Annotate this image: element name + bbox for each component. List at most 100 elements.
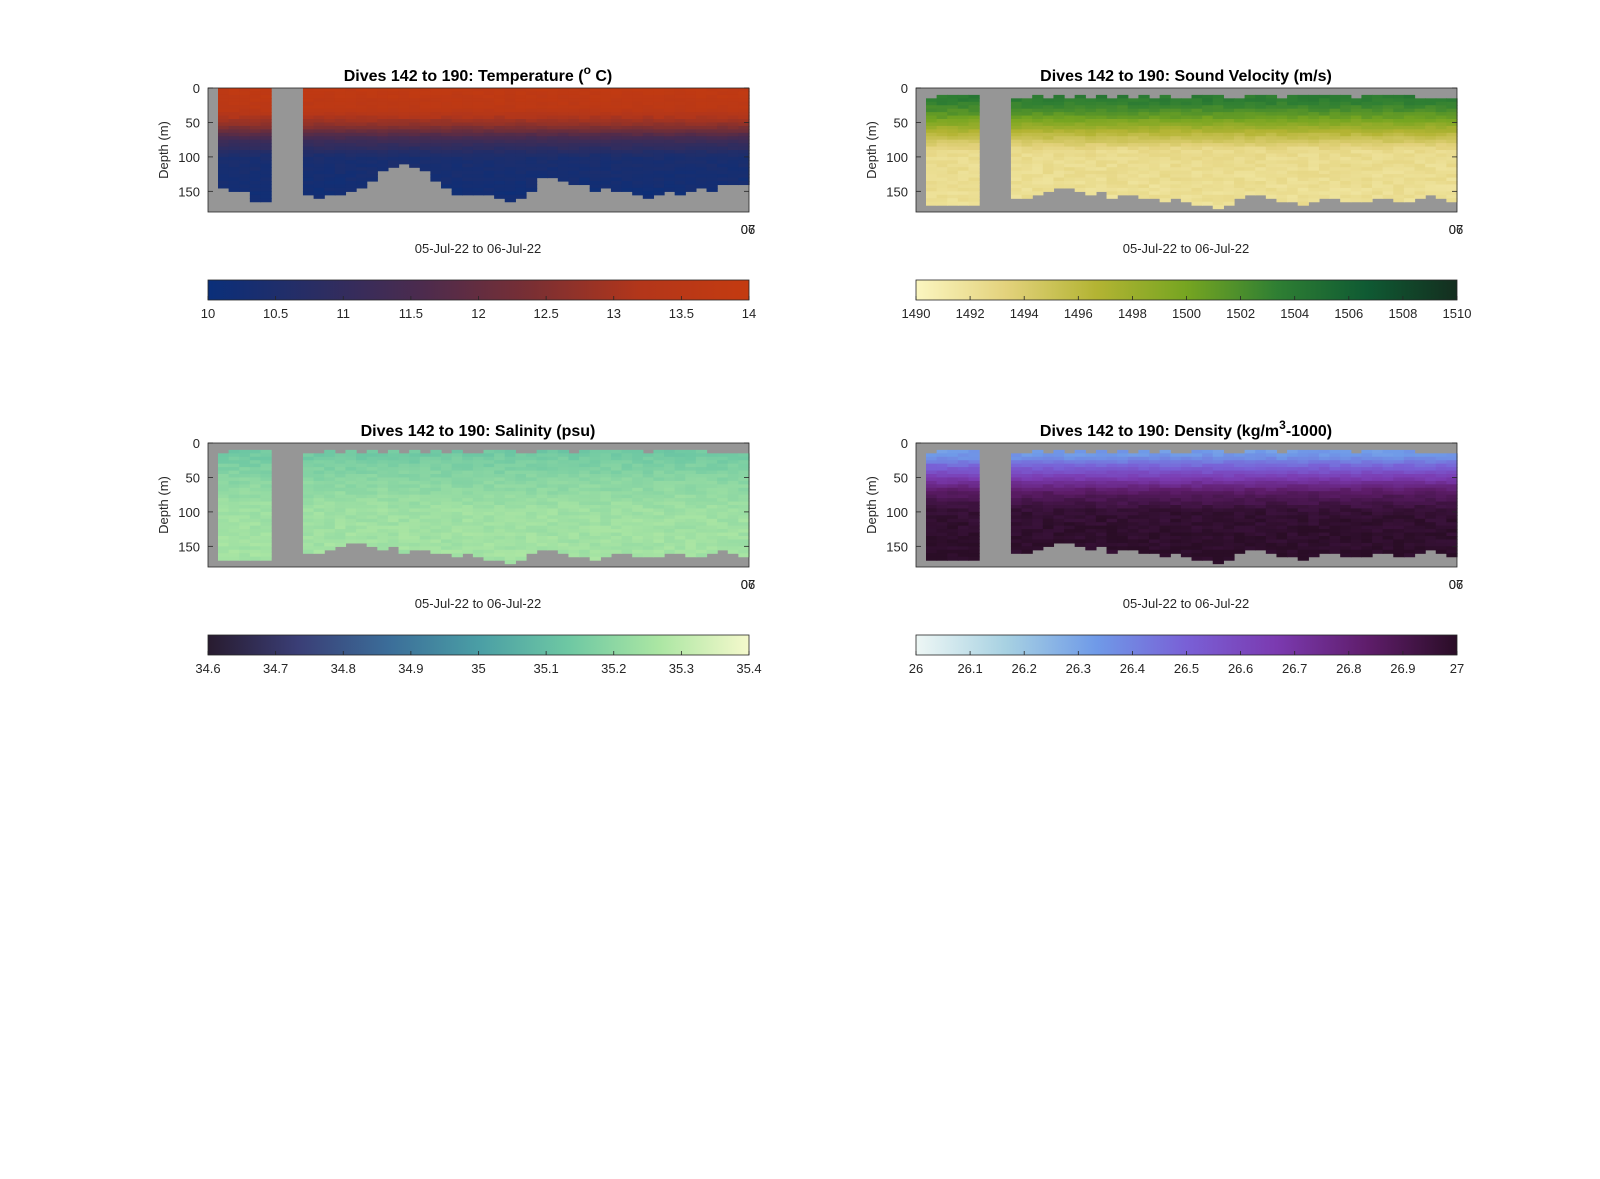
temperature-cell — [653, 129, 665, 134]
temperature-cell — [695, 153, 708, 158]
temperature-cell — [642, 136, 655, 141]
sound-velocity-cell — [1329, 167, 1341, 172]
salinity-cell — [738, 474, 750, 479]
temperature-cell — [441, 160, 453, 165]
temperature-cell — [313, 174, 325, 179]
density-cell — [1064, 501, 1076, 506]
temperature-cell — [483, 112, 495, 117]
sound-velocity-cell — [936, 132, 948, 137]
salinity-cell — [589, 525, 601, 530]
salinity-cell — [642, 470, 655, 475]
salinity-cell — [313, 463, 325, 468]
salinity-cell — [345, 505, 357, 510]
temperature-cell — [738, 146, 750, 151]
temperature-cell — [653, 136, 665, 141]
density-cell — [957, 480, 970, 485]
sound-velocity-profile — [1329, 94, 1341, 199]
salinity-cell — [451, 463, 463, 468]
density-cell — [968, 546, 980, 551]
temperature-cell — [557, 105, 570, 110]
salinity-cell — [430, 501, 442, 506]
sound-velocity-cell — [1276, 101, 1288, 106]
salinity-cell — [218, 460, 230, 465]
salinity-cell — [218, 491, 230, 496]
salinity-cell — [313, 511, 325, 516]
salinity-cell — [441, 525, 453, 530]
temperature-cell — [610, 156, 623, 161]
temperature-cell — [610, 115, 623, 120]
salinity-cell — [441, 546, 453, 551]
temperature-cell — [653, 170, 665, 175]
salinity-cell — [621, 532, 633, 537]
temperature-cell — [653, 108, 665, 113]
salinity-cell — [345, 532, 357, 537]
density-cell — [1085, 460, 1097, 465]
density-cell — [926, 529, 938, 534]
salinity-cell — [302, 529, 315, 534]
salinity-cell — [600, 511, 612, 516]
sound-velocity-cell — [1435, 184, 1447, 189]
sound-velocity-cell — [1202, 184, 1214, 189]
salinity-cell — [302, 460, 315, 465]
sound-velocity-profile — [1244, 94, 1256, 196]
density-cell — [1010, 529, 1023, 534]
salinity-cell — [462, 505, 474, 510]
salinity-cell — [494, 484, 506, 489]
temperature-cell — [536, 105, 548, 110]
temperature-cell — [260, 98, 272, 103]
salinity-cell — [695, 491, 708, 496]
salinity-cell — [632, 487, 644, 492]
temperature-cell — [664, 174, 676, 179]
temperature-cell — [334, 146, 347, 151]
sound-velocity-cell — [957, 156, 970, 161]
temperature-profile — [345, 88, 357, 192]
temperature-cell — [536, 160, 548, 165]
salinity-cell — [632, 525, 644, 530]
sound-velocity-cell — [1149, 146, 1161, 151]
sound-velocity-cell — [1350, 125, 1363, 130]
sound-velocity-cell — [1297, 101, 1309, 106]
sound-velocity-cell — [1414, 184, 1426, 189]
sound-velocity-cell — [1276, 125, 1288, 130]
density-cell — [926, 467, 938, 472]
temperature-cell — [409, 146, 421, 151]
salinity-cell — [377, 539, 389, 544]
salinity-cell — [451, 467, 463, 472]
salinity-cell — [547, 456, 559, 461]
salinity-cell — [451, 539, 463, 544]
density-cell — [1127, 505, 1139, 510]
temperature-cell — [674, 139, 686, 144]
salinity-cell — [313, 529, 325, 534]
temperature-cell — [589, 94, 601, 99]
temperature-profile — [494, 88, 506, 199]
sound-velocity-cell — [1287, 163, 1299, 168]
density-cell — [1106, 505, 1118, 510]
salinity-cell — [472, 511, 485, 516]
salinity-cell — [685, 542, 697, 547]
sound-velocity-cell — [1138, 143, 1150, 148]
sound-velocity-cell — [957, 105, 970, 110]
temperature-cell — [387, 122, 400, 127]
density-title: Dives 142 to 190: Density (kg/m3-1000) — [1040, 418, 1332, 440]
sound-velocity-cell — [1053, 153, 1065, 158]
density-cell — [1010, 474, 1023, 479]
temperature-cell — [557, 122, 570, 127]
temperature-cell — [653, 119, 665, 124]
density-cell — [968, 487, 980, 492]
sound-velocity-cell — [968, 150, 980, 155]
temperature-cell — [664, 187, 676, 192]
salinity-profile — [387, 449, 400, 547]
temperature-cell — [632, 143, 644, 148]
temperature-cell — [706, 108, 718, 113]
sound-velocity-cell — [1021, 132, 1033, 137]
temperature-cell — [472, 88, 485, 93]
density-cell — [1138, 546, 1150, 551]
sound-velocity-cell — [1191, 160, 1203, 165]
sound-velocity-cell — [1127, 115, 1139, 120]
density-cell — [1085, 498, 1097, 503]
sound-velocity-cell — [1095, 101, 1108, 106]
sound-velocity-panel: Dives 142 to 190: Sound Velocity (m/s)05… — [864, 68, 1471, 321]
density-cell — [1106, 467, 1118, 472]
salinity-cell — [377, 525, 389, 530]
density-cell — [1064, 525, 1076, 530]
